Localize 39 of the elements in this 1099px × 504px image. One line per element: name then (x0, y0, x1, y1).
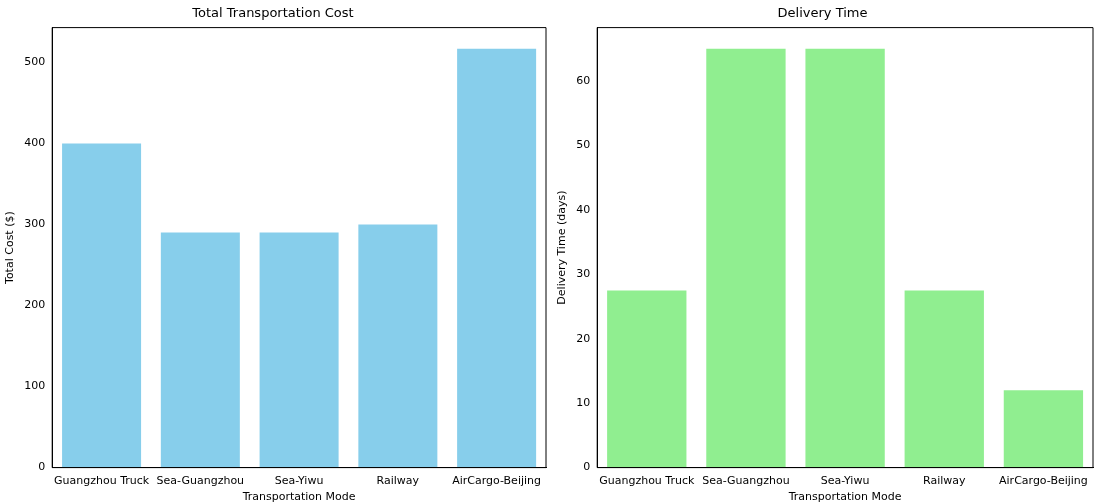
bar (259, 232, 339, 468)
y-tick-label: 400 (24, 136, 46, 150)
bar (607, 290, 687, 468)
x-tick-label: Guangzhou Truck (599, 474, 695, 488)
bar (457, 48, 537, 468)
chart-title: Delivery Time (777, 5, 868, 21)
bar (1003, 390, 1084, 468)
bar (706, 48, 786, 468)
x-tick-label: Railway (376, 474, 420, 488)
x-tick-label: Railway (923, 474, 966, 488)
y-tick-label: 500 (24, 55, 46, 69)
x-axis-title: Transportation Mode (787, 490, 902, 504)
y-tick-label: 0 (38, 460, 46, 474)
bar (805, 48, 885, 468)
y-tick-label: 60 (576, 73, 591, 87)
bar (358, 224, 438, 468)
bar (160, 232, 240, 468)
y-axis-title: Total Cost ($) (3, 211, 17, 285)
x-axis-title: Transportation Mode (241, 490, 356, 504)
y-tick-label: 300 (24, 217, 46, 231)
x-tick-label: AirCargo-Beijing (999, 474, 1088, 488)
x-tick-label: Sea-Guangzhou (156, 474, 245, 488)
bar (904, 290, 984, 468)
x-tick-label: Sea-Guangzhou (702, 474, 790, 488)
y-axis-title: Delivery Time (days) (555, 190, 569, 305)
chart-title: Total Transportation Cost (191, 5, 354, 21)
y-tick-label: 100 (24, 379, 46, 393)
x-tick-label: Guangzhou Truck (54, 474, 150, 488)
y-tick-label: 200 (24, 298, 46, 312)
x-tick-label: AirCargo-Beijing (452, 474, 542, 488)
y-tick-label: 0 (583, 460, 591, 474)
y-tick-label: 30 (576, 267, 591, 281)
y-tick-label: 20 (576, 331, 591, 345)
x-tick-label: Sea-Yiwu (820, 474, 870, 488)
y-tick-label: 10 (576, 396, 591, 410)
x-tick-label: Sea-Yiwu (274, 474, 324, 488)
bar (62, 143, 142, 468)
y-tick-label: 40 (576, 202, 591, 216)
y-tick-label: 50 (576, 138, 591, 152)
